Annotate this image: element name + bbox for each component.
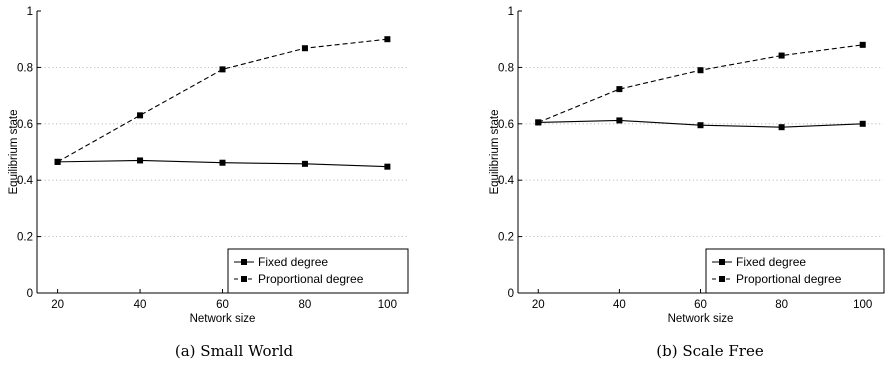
legend-marker (241, 259, 247, 265)
data-point (137, 157, 144, 164)
data-point (616, 117, 623, 124)
data-point (535, 119, 542, 126)
data-point (859, 120, 866, 127)
y-tick-label: 0.2 (498, 232, 514, 244)
legend-marker (241, 276, 247, 282)
data-point (219, 159, 226, 166)
x-tick-label: 100 (853, 299, 872, 311)
x-tick-label: 40 (134, 299, 147, 311)
legend-label: Proportional degree (258, 272, 364, 286)
x-tick-label: 20 (532, 299, 545, 311)
x-axis-label: Network size (668, 313, 734, 325)
data-point (778, 52, 785, 59)
series-line-proportional-degree (57, 38, 388, 163)
y-tick-label: 0.8 (498, 62, 514, 74)
y-tick-label: 0.2 (17, 232, 33, 244)
legend-box (227, 248, 409, 294)
x-tick-label: 60 (694, 299, 707, 311)
legend-marker (719, 259, 725, 265)
data-point (137, 112, 144, 119)
x-tick-label: 100 (378, 299, 397, 311)
legend-label: Proportional degree (736, 272, 842, 286)
x-axis-label: Network size (190, 313, 256, 325)
y-tick-label: 0 (508, 288, 514, 300)
y-tick-label: 0.4 (17, 175, 34, 187)
data-point (697, 122, 704, 129)
data-point (54, 158, 61, 165)
legend: Fixed degree Proportional degree (705, 248, 885, 294)
y-axis-label: Equilibrium state (489, 109, 501, 194)
data-point (301, 160, 308, 167)
y-tick-label: 0.6 (17, 119, 33, 131)
data-point (697, 67, 704, 74)
data-point (219, 66, 226, 73)
x-tick-label: 20 (51, 299, 64, 311)
x-tick-label: 80 (299, 299, 312, 311)
legend: Fixed degree Proportional degree (227, 248, 409, 294)
y-tick-label: 1 (27, 6, 33, 18)
figure-caption: (b) Scale Free (656, 342, 764, 360)
y-tick-label: 0.4 (498, 175, 515, 187)
data-point (778, 124, 785, 131)
data-point (859, 41, 866, 48)
x-tick-label: 80 (775, 299, 788, 311)
chart-small-world: 0 0.2 0.4 0.6 0.8 1 20 40 60 80 100 Network size Equ… (8, 6, 409, 360)
legend-label: Fixed degree (258, 255, 328, 269)
y-tick-label: 1 (508, 6, 514, 18)
y-axis-label: Equilibrium state (8, 109, 20, 194)
data-point (384, 163, 391, 170)
y-tick-label: 0.8 (17, 62, 33, 74)
y-tick-label: 0.6 (498, 119, 514, 131)
data-point (301, 45, 308, 52)
data-point (384, 36, 391, 43)
x-tick-label: 40 (613, 299, 626, 311)
x-tick-label: 60 (216, 299, 229, 311)
y-tick-label: 0 (27, 288, 33, 300)
legend-label: Fixed degree (736, 255, 806, 269)
figure-caption: (a) Small World (175, 342, 294, 360)
data-point (616, 86, 623, 93)
legend-box (705, 248, 885, 294)
series-line-proportional-degree (538, 44, 863, 123)
chart-scale-free: 0 0.2 0.4 0.6 0.8 1 20 40 60 80 100 Network size Equ… (489, 6, 885, 360)
legend-marker (719, 276, 725, 282)
